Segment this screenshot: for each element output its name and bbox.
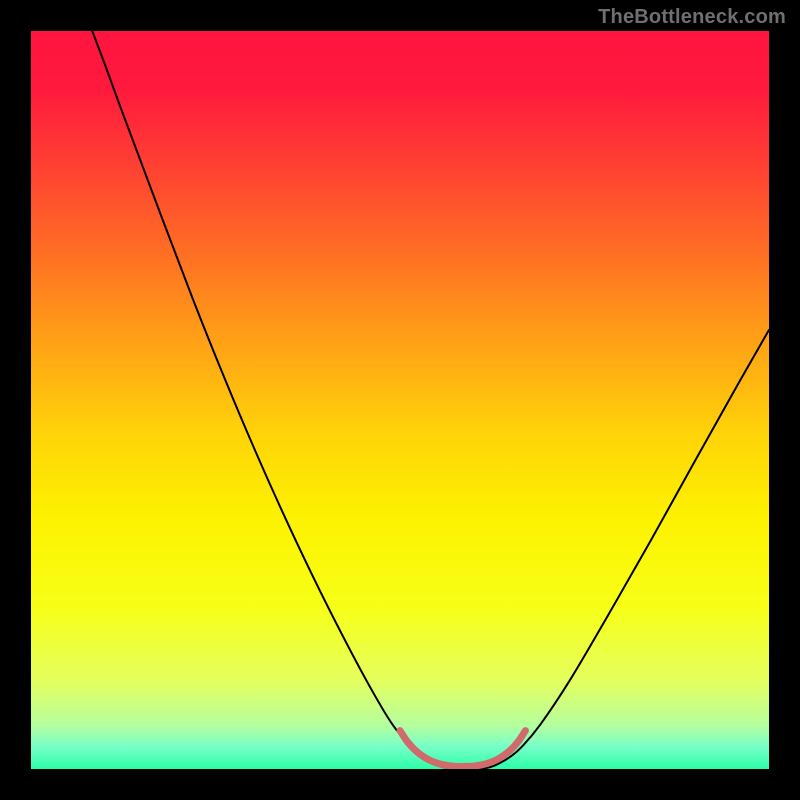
chart-container: TheBottleneck.com [0, 0, 800, 800]
bottleneck-curve-chart [0, 0, 800, 800]
plot-background [31, 31, 769, 769]
watermark-text: TheBottleneck.com [598, 6, 786, 29]
